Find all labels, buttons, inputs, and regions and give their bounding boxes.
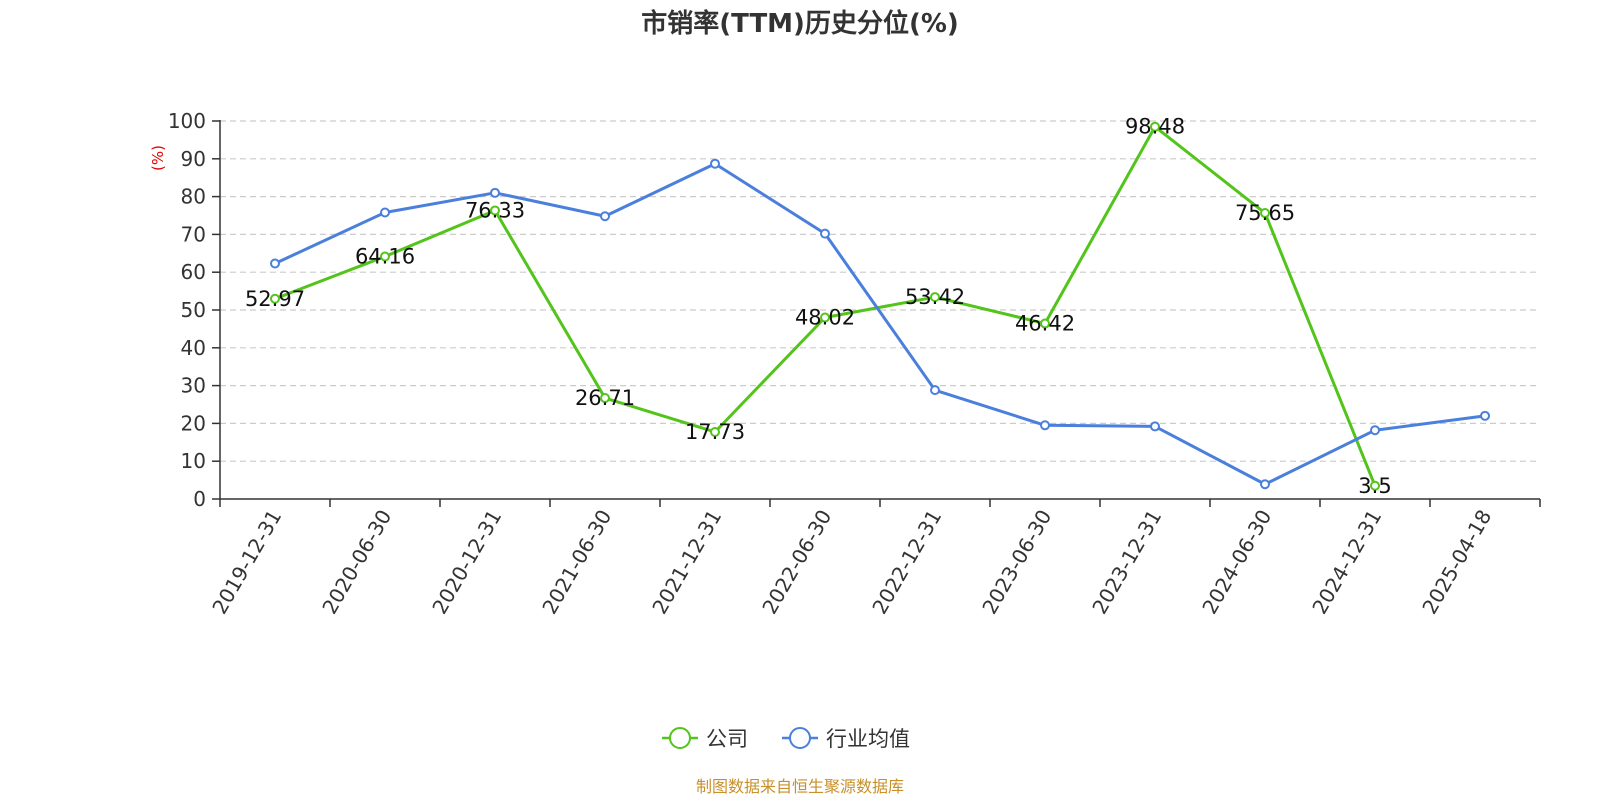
legend: 公司 行业均值: [662, 727, 910, 751]
data-point: [820, 312, 830, 323]
data-point: [600, 211, 610, 222]
data-point: [1040, 420, 1050, 431]
data-point: [930, 292, 940, 303]
data-label: 76.33: [465, 198, 525, 222]
data-point: [270, 293, 280, 304]
y-axis-label: (%): [149, 145, 167, 171]
data-point: [1040, 318, 1050, 329]
x-tick-label: 2025-04-18: [1417, 506, 1496, 619]
x-tick-label: 2021-12-31: [647, 506, 726, 619]
data-label: 75.65: [1235, 201, 1295, 225]
data-point: [490, 205, 500, 216]
series-layer: [270, 121, 1490, 491]
data-point: [930, 385, 940, 396]
y-tick-label: 50: [181, 298, 206, 322]
x-tick-label: 2024-06-30: [1197, 506, 1276, 619]
data-point: [600, 393, 610, 404]
y-tick-label: 60: [181, 260, 206, 284]
data-point: [380, 251, 390, 262]
data-label: 52.97: [245, 287, 305, 311]
legend-swatch-marker: [669, 727, 691, 749]
data-point: [710, 426, 720, 437]
data-label: 26.71: [575, 386, 635, 410]
x-tick-label: 2019-12-31: [207, 506, 286, 619]
x-tick-label: 2020-12-31: [427, 506, 506, 619]
x-tick-label: 2020-06-30: [317, 506, 396, 619]
data-point: [1370, 425, 1380, 436]
data-label: 46.42: [1015, 312, 1075, 336]
data-point: [380, 207, 390, 218]
x-tick-label: 2022-12-31: [867, 506, 946, 619]
data-point: [270, 258, 280, 269]
data-point: [490, 187, 500, 198]
data-point: [1260, 208, 1270, 219]
x-tick-label: 2023-12-31: [1087, 506, 1166, 619]
data-point: [710, 158, 720, 169]
data-label: 48.02: [795, 305, 855, 329]
legend-label[interactable]: 公司: [706, 727, 748, 751]
y-tick-label: 20: [181, 411, 206, 435]
y-tick-label: 100: [168, 109, 206, 133]
y-tick-label: 10: [181, 449, 206, 473]
y-tick-label: 80: [181, 185, 206, 209]
x-tick-label: 2024-12-31: [1307, 506, 1386, 619]
data-label: 64.16: [355, 244, 415, 268]
data-label: 53.42: [905, 285, 965, 309]
data-point: [1370, 480, 1380, 491]
data-label: 17.73: [685, 420, 745, 444]
legend-swatch-marker: [789, 727, 811, 749]
legend-label[interactable]: 行业均值: [826, 727, 910, 751]
data-label: 98.48: [1125, 115, 1185, 139]
series-line-1: [274, 162, 1486, 486]
grid-lines: [220, 120, 1540, 462]
x-tick-label: 2022-06-30: [757, 506, 836, 619]
y-tick-label: 0: [193, 487, 206, 511]
chart-title: 市销率(TTM)历史分位(%): [641, 8, 959, 39]
y-tick-label: 40: [181, 336, 206, 360]
data-point: [1480, 410, 1490, 421]
data-point: [1150, 421, 1160, 432]
data-label: 3.5: [1358, 474, 1391, 498]
y-tick-label: 70: [181, 222, 206, 246]
x-tick-label: 2023-06-30: [977, 506, 1056, 619]
data-labels: 52.97 64.16 76.33 26.71 17.73 48.02 53.42 46.42…: [245, 115, 1392, 498]
axes: 0 10 20 30 40 50 60 70 80 90 100 2019-12-31 2020-06-…: [168, 109, 1541, 619]
source-note: 制图数据来自恒生聚源数据库: [696, 777, 904, 796]
data-point: [820, 228, 830, 239]
y-tick-label: 30: [181, 374, 206, 398]
data-point: [1150, 121, 1160, 132]
y-tick-label: 90: [181, 147, 206, 171]
x-tick-label: 2021-06-30: [537, 506, 616, 619]
data-point: [1260, 479, 1270, 490]
